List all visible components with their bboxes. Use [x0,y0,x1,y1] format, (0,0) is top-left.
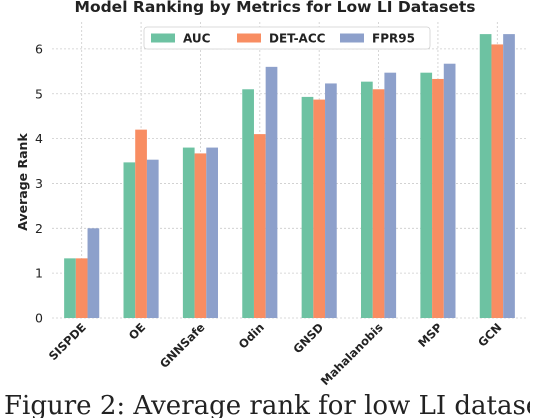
legend-label-auc: AUC [183,32,211,46]
bar-auc-oe [123,162,136,318]
bar-auc-gcn [479,34,492,318]
legend-label-det-acc: DET-ACC [269,32,326,46]
bar-fpr95-gnsd [325,83,337,319]
bar-fpr95-odin [265,66,278,319]
x-tick-label: Mahalanobis [318,320,386,388]
bar-fpr95-mahalanobis [384,72,397,318]
y-tick-label: 0 [35,311,43,326]
bar-det-acc-oe [135,129,147,318]
x-tick-label: GNSD [290,320,326,356]
bar-det-acc-gnsd [313,99,326,318]
y-tick-label: 6 [35,41,43,56]
legend-label-fpr95: FPR95 [372,32,415,46]
x-tick-label: MSP [415,320,445,350]
bar-det-acc-gcn [491,44,504,318]
y-axis-label: Average Rank [15,133,30,231]
y-ticks: 0 1 2 3 4 5 6 [35,41,43,325]
bar-auc-gnnsafe [182,147,195,318]
x-tick-label: Odin [236,320,267,351]
x-tick-label: SISPDE [46,320,89,363]
chart-title: Model Ranking by Metrics for Low LI Data… [75,0,476,16]
bar-fpr95-gnnsafe [206,147,218,318]
bar-auc-msp [420,72,433,318]
bar-det-acc-msp [432,78,444,318]
bar-fpr95-gcn [503,34,515,318]
y-tick-label: 5 [35,86,43,101]
legend-swatch-auc [151,33,175,43]
bar-auc-odin [242,89,254,318]
legend-swatch-fpr95 [340,33,364,43]
legend: AUC DET-ACC FPR95 [143,26,431,50]
bar-fpr95-sispde [87,228,100,318]
bar-det-acc-odin [253,134,266,318]
bar-fpr95-oe [146,159,159,318]
bar-det-acc-mahalanobis [372,89,385,318]
y-tick-label: 3 [35,176,43,191]
y-tick-label: 4 [35,131,43,146]
bar-auc-sispde [64,258,76,318]
legend-box [143,26,431,50]
x-tick-label: OE [126,320,148,342]
bars-group [64,34,515,319]
x-tick-label: GNNSafe [157,320,208,371]
bar-auc-gnsd [301,96,314,318]
bar-det-acc-sispde [75,258,88,318]
bar-det-acc-gnnsafe [194,153,207,318]
bar-fpr95-msp [443,63,456,318]
grid-lines [52,22,527,319]
figure-caption: Figure 2: Average rank for low LI datase… [4,391,530,418]
y-tick-label: 1 [35,266,43,281]
bar-chart: Model Ranking by Metrics for Low LI Data… [15,0,527,388]
x-tick-label: GCN [475,320,504,349]
y-tick-label: 2 [35,221,43,236]
bar-auc-mahalanobis [361,81,373,318]
legend-swatch-det-acc [237,33,261,43]
